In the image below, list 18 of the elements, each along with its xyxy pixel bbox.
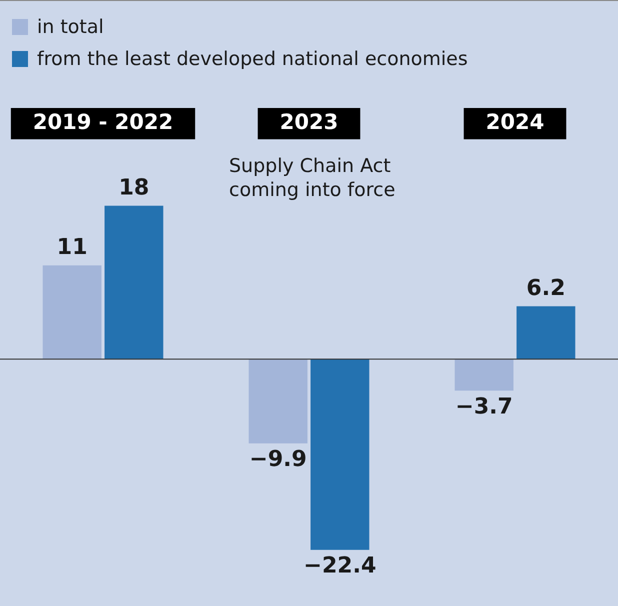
data-label: 18: [118, 176, 150, 201]
data-label: 6.2: [526, 276, 566, 302]
data-label: 11: [56, 235, 88, 260]
text: Supply Chain Act coming into force: [229, 154, 396, 202]
bar: [104, 206, 164, 360]
bar: [248, 359, 308, 444]
data-label: −22.4: [304, 554, 376, 579]
legend-label: in total: [37, 16, 104, 38]
bar: [42, 265, 102, 360]
x-tick-label: 2024: [486, 110, 544, 134]
bar: [516, 306, 576, 360]
data-label: −3.7: [455, 394, 513, 420]
bar: [454, 359, 514, 391]
bar: [310, 359, 370, 550]
x-tick-label: 2019 - 2022: [32, 110, 174, 134]
data-label: −9.9: [249, 447, 307, 472]
x-tick-label: 2023: [280, 110, 338, 134]
legend-label: from the least developed national economies: [37, 48, 468, 70]
